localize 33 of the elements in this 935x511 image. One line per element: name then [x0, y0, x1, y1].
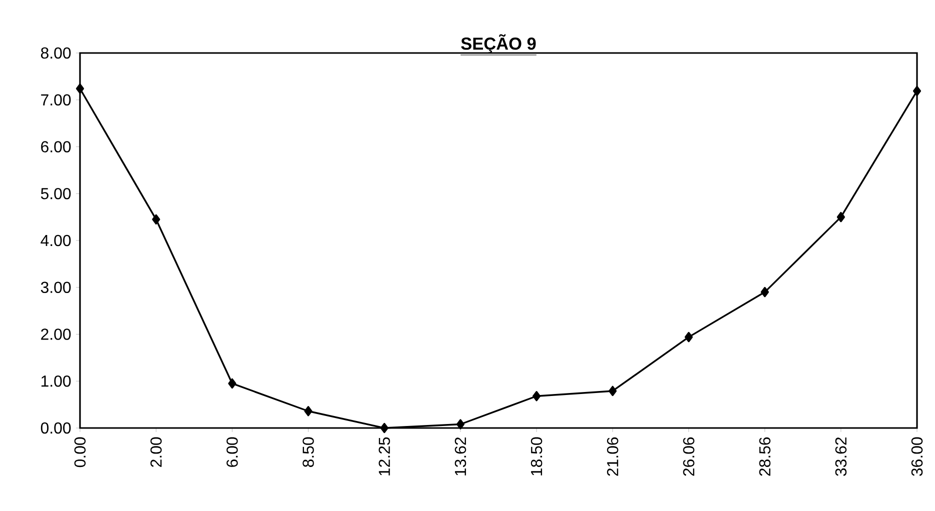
point [228, 378, 236, 389]
x-tick-label: 28.56 [759, 437, 770, 476]
chart-title: SEÇÃO 9 [461, 34, 536, 54]
x-tick-label: 8.50 [302, 437, 314, 468]
x-tick-label: 21.06 [607, 437, 618, 476]
point [304, 406, 312, 416]
y-tick-label: 3.00 [40, 282, 71, 294]
point [608, 386, 617, 396]
x-tick-label: 2.00 [150, 437, 162, 467]
x-tick-label: 12.25 [378, 437, 390, 476]
y-tick-label: 7.00 [41, 94, 71, 106]
y-tick-label: 2.00 [41, 328, 71, 340]
point [760, 286, 769, 298]
y-tick-label: 0.00 [40, 422, 71, 434]
point [380, 422, 388, 434]
point [684, 332, 693, 342]
y-tick-label: 5.00 [40, 188, 71, 200]
point [912, 86, 922, 96]
x-tick-label: 18.50 [530, 437, 542, 476]
point [456, 419, 465, 430]
point [76, 84, 84, 94]
y-tick-label: 6.00 [41, 141, 71, 152]
y-tick-label: 8.00 [40, 47, 71, 59]
x-tick-label: 26.06 [683, 437, 694, 476]
x-tick-label: 33.62 [835, 437, 847, 476]
y-tick-label: 1.00 [42, 375, 71, 387]
point [532, 391, 541, 402]
x-tick-label: 6.00 [226, 437, 238, 467]
x-tick-label: 13.62 [454, 437, 466, 476]
y-tick-label: 4.00 [40, 234, 71, 246]
x-tick-label: 36.00 [911, 437, 923, 476]
point [836, 212, 845, 222]
point [152, 214, 160, 225]
